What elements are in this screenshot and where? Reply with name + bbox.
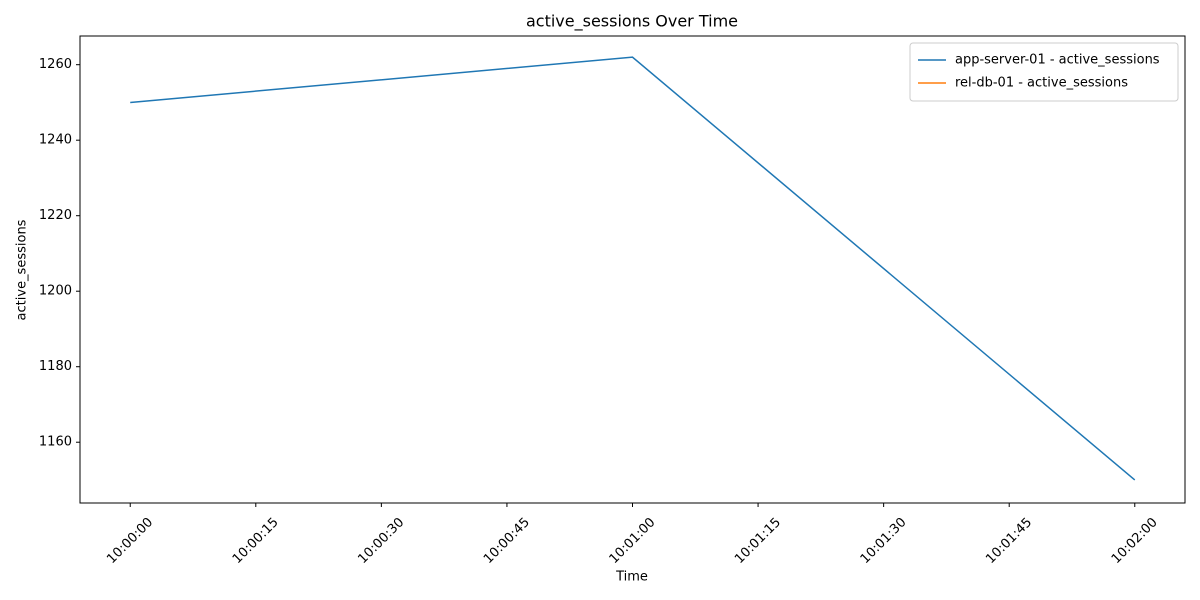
series-line [130,56,1136,481]
y-tick-label: 1240 [39,133,72,148]
y-tick-label: 1260 [39,57,72,72]
x-tick-label: 10:02:00 [1109,515,1161,567]
y-tick-label: 1180 [39,359,72,374]
x-tick-label: 10:00:30 [355,515,407,567]
x-tick-label: 10:00:00 [104,515,156,567]
y-tick-label: 1160 [39,435,72,450]
y-tick-label: 1220 [39,208,72,223]
x-tick-label: 10:01:15 [732,515,784,567]
chart-title: active_sessions Over Time [526,12,738,32]
x-tick-label: 10:01:45 [983,515,1035,567]
legend-box [909,42,1179,102]
x-tick-label: 10:01:00 [607,515,659,567]
x-tick-label: 10:00:45 [481,515,533,567]
legend-label: rel-db-01 - active_sessions [955,76,1128,91]
y-tick-label: 1200 [39,284,72,299]
legend-label: app-server-01 - active_sessions [955,53,1160,68]
x-tick-label: 10:01:30 [858,515,910,567]
x-axis-label: Time [615,570,648,585]
plot-frame [79,35,1186,504]
y-axis-label: active_sessions [15,219,30,320]
x-tick-label: 10:00:15 [230,515,282,567]
